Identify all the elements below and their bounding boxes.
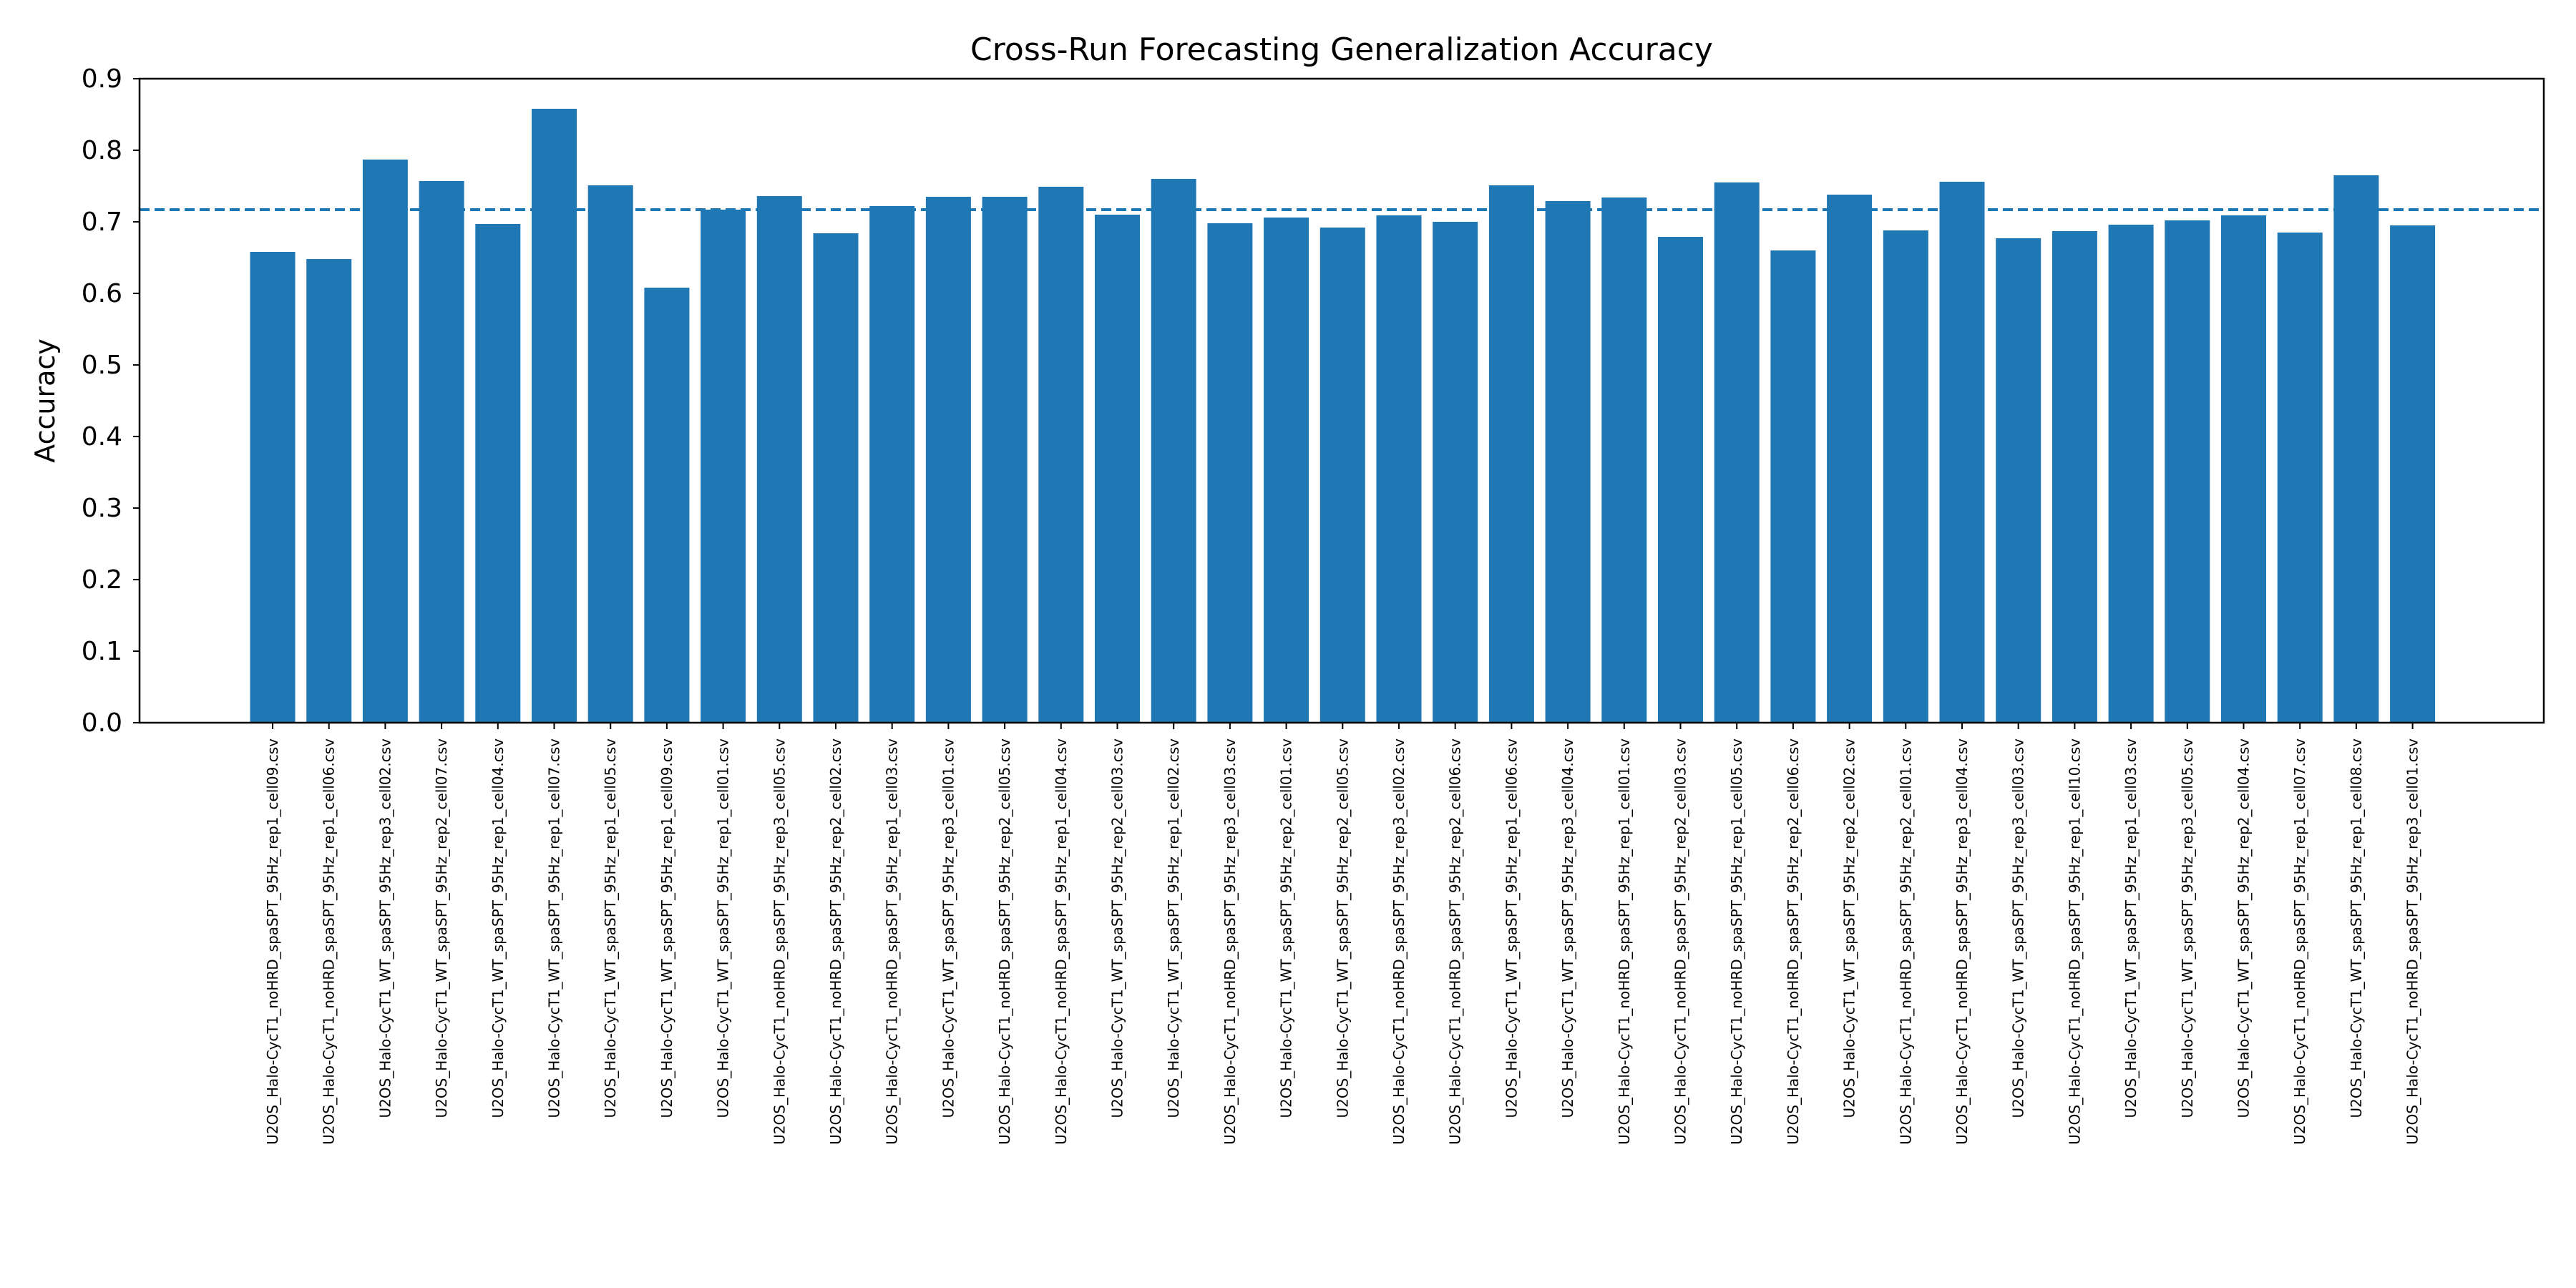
bar xyxy=(587,185,633,723)
x-axis-ticks: U2OS_Halo-CycT1_noHRD_spaSPT_95Hz_rep1_c… xyxy=(264,723,2421,1145)
chart-title: Cross-Run Forecasting Generalization Acc… xyxy=(970,31,1713,68)
y-tick-label: 0.7 xyxy=(82,208,122,237)
x-tick-label: U2OS_Halo-CycT1_noHRD_spaSPT_95Hz_rep1_c… xyxy=(321,738,338,1145)
x-tick-label: U2OS_Halo-CycT1_noHRD_spaSPT_95Hz_rep3_c… xyxy=(1221,738,1239,1145)
bar xyxy=(1658,237,1703,723)
bar xyxy=(1996,238,2041,723)
bar xyxy=(756,196,802,723)
x-tick-label: U2OS_Halo-CycT1_WT_spaSPT_95Hz_rep1_cell… xyxy=(658,738,675,1118)
bar xyxy=(1939,182,1985,723)
x-tick-label: U2OS_Halo-CycT1_WT_spaSPT_95Hz_rep1_cell… xyxy=(1503,738,1520,1118)
x-tick-label: U2OS_Halo-CycT1_WT_spaSPT_95Hz_rep1_cell… xyxy=(715,738,732,1118)
x-tick-label: U2OS_Halo-CycT1_noHRD_spaSPT_95Hz_rep2_c… xyxy=(1447,738,1464,1145)
bar xyxy=(1038,187,1084,723)
bar xyxy=(1714,182,1760,723)
y-tick-label: 0.8 xyxy=(82,136,122,165)
x-tick-label: U2OS_Halo-CycT1_WT_spaSPT_95Hz_rep3_cell… xyxy=(940,738,957,1118)
x-tick-label: U2OS_Halo-CycT1_noHRD_spaSPT_95Hz_rep2_c… xyxy=(1785,738,1802,1145)
bar xyxy=(1319,228,1365,723)
x-tick-label: U2OS_Halo-CycT1_noHRD_spaSPT_95Hz_rep2_c… xyxy=(827,738,844,1145)
x-tick-label: U2OS_Halo-CycT1_WT_spaSPT_95Hz_rep1_cell… xyxy=(2348,738,2365,1118)
x-tick-label: U2OS_Halo-CycT1_noHRD_spaSPT_95Hz_rep1_c… xyxy=(2066,738,2083,1145)
x-tick-label: U2OS_Halo-CycT1_WT_spaSPT_95Hz_rep1_cell… xyxy=(546,738,563,1118)
y-tick-label: 0.3 xyxy=(82,494,122,523)
bar xyxy=(250,252,296,723)
bar xyxy=(2221,215,2266,723)
bar xyxy=(869,206,915,723)
x-tick-label: U2OS_Halo-CycT1_WT_spaSPT_95Hz_rep3_cell… xyxy=(376,738,394,1118)
y-tick-label: 0.4 xyxy=(82,422,122,452)
x-tick-label: U2OS_Halo-CycT1_noHRD_spaSPT_95Hz_rep1_c… xyxy=(1053,738,1070,1145)
bar xyxy=(1827,195,1873,723)
y-axis-label: Accuracy xyxy=(29,338,61,463)
x-tick-label: U2OS_Halo-CycT1_noHRD_spaSPT_95Hz_rep2_c… xyxy=(1897,738,1914,1145)
x-tick-label: U2OS_Halo-CycT1_noHRD_spaSPT_95Hz_rep2_c… xyxy=(1672,738,1689,1145)
bar xyxy=(1770,250,1816,723)
x-tick-label: U2OS_Halo-CycT1_WT_spaSPT_95Hz_rep2_cell… xyxy=(1841,738,1858,1118)
x-tick-label: U2OS_Halo-CycT1_noHRD_spaSPT_95Hz_rep1_c… xyxy=(1616,738,1633,1145)
x-tick-label: U2OS_Halo-CycT1_WT_spaSPT_95Hz_rep1_cell… xyxy=(602,738,619,1118)
bar xyxy=(306,259,352,723)
x-tick-label: U2OS_Halo-CycT1_noHRD_spaSPT_95Hz_rep1_c… xyxy=(1728,738,1745,1145)
plot-frame xyxy=(138,77,2545,724)
bar xyxy=(475,224,521,723)
bar xyxy=(2277,233,2323,723)
bar xyxy=(532,109,577,723)
x-tick-label: U2OS_Halo-CycT1_WT_spaSPT_95Hz_rep3_cell… xyxy=(2179,738,2196,1118)
x-tick-label: U2OS_Halo-CycT1_WT_spaSPT_95Hz_rep1_cell… xyxy=(489,738,507,1118)
x-tick-label: U2OS_Halo-CycT1_noHRD_spaSPT_95Hz_rep3_c… xyxy=(1390,738,1407,1145)
bar xyxy=(1207,223,1253,723)
x-tick-label: U2OS_Halo-CycT1_WT_spaSPT_95Hz_rep1_cell… xyxy=(2122,738,2140,1118)
bar xyxy=(1488,185,1534,723)
y-tick-label: 0.1 xyxy=(82,637,122,666)
bar xyxy=(644,288,690,723)
bar xyxy=(813,233,859,723)
x-tick-label: U2OS_Halo-CycT1_noHRD_spaSPT_95Hz_rep2_c… xyxy=(996,738,1013,1145)
y-tick-label: 0.6 xyxy=(82,279,122,308)
x-tick-label: U2OS_Halo-CycT1_WT_spaSPT_95Hz_rep2_cell… xyxy=(2235,738,2253,1118)
bar xyxy=(1433,222,1478,723)
bar xyxy=(1151,179,1196,723)
x-tick-label: U2OS_Halo-CycT1_noHRD_spaSPT_95Hz_rep3_c… xyxy=(2404,738,2421,1145)
bar xyxy=(1545,201,1591,723)
bars-group xyxy=(250,109,2436,723)
x-tick-label: U2OS_Halo-CycT1_WT_spaSPT_95Hz_rep3_cell… xyxy=(1559,738,1576,1118)
bar xyxy=(419,181,464,723)
bar xyxy=(1601,197,1647,723)
bar xyxy=(2108,225,2154,723)
bar xyxy=(1095,215,1140,723)
bar xyxy=(2333,175,2379,723)
bar xyxy=(701,210,746,723)
bar xyxy=(2051,231,2097,723)
bar xyxy=(1264,218,1309,723)
y-tick-label: 0.5 xyxy=(82,351,122,380)
y-axis-ticks: 0.0 0.1 0.2 0.3 0.4 0.5 0.6 0.7 0.8 0.9 xyxy=(82,64,140,738)
bar xyxy=(1376,215,1422,723)
bar xyxy=(2165,220,2210,723)
bar xyxy=(1883,230,1928,723)
x-tick-label: U2OS_Halo-CycT1_noHRD_spaSPT_95Hz_rep1_c… xyxy=(264,738,281,1145)
bar xyxy=(362,160,408,723)
x-tick-label: U2OS_Halo-CycT1_noHRD_spaSPT_95Hz_rep1_c… xyxy=(884,738,901,1145)
bar xyxy=(925,197,971,723)
x-tick-label: U2OS_Halo-CycT1_WT_spaSPT_95Hz_rep1_cell… xyxy=(1165,738,1182,1118)
y-tick-label: 0.0 xyxy=(82,708,122,738)
y-tick-label: 0.9 xyxy=(82,64,122,94)
x-tick-label: U2OS_Halo-CycT1_WT_spaSPT_95Hz_rep2_cell… xyxy=(1278,738,1295,1118)
y-tick-label: 0.2 xyxy=(82,565,122,595)
x-tick-label: U2OS_Halo-CycT1_noHRD_spaSPT_95Hz_rep3_c… xyxy=(771,738,788,1145)
x-tick-label: U2OS_Halo-CycT1_WT_spaSPT_95Hz_rep2_cell… xyxy=(1109,738,1126,1118)
x-tick-label: U2OS_Halo-CycT1_noHRD_spaSPT_95Hz_rep3_c… xyxy=(1953,738,1971,1145)
x-tick-label: U2OS_Halo-CycT1_WT_spaSPT_95Hz_rep2_cell… xyxy=(1334,738,1351,1118)
bar xyxy=(982,197,1028,723)
x-tick-label: U2OS_Halo-CycT1_noHRD_spaSPT_95Hz_rep1_c… xyxy=(2291,738,2308,1145)
bar xyxy=(2390,225,2436,723)
x-tick-label: U2OS_Halo-CycT1_WT_spaSPT_95Hz_rep2_cell… xyxy=(433,738,450,1118)
x-tick-label: U2OS_Halo-CycT1_WT_spaSPT_95Hz_rep3_cell… xyxy=(2010,738,2027,1118)
